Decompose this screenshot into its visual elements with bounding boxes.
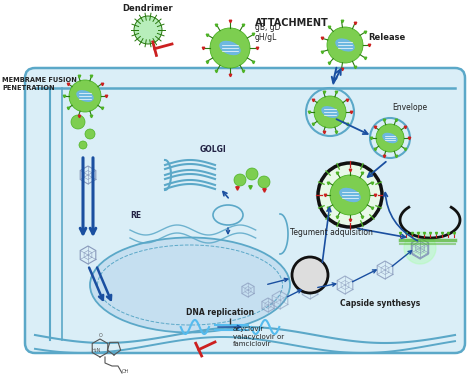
Ellipse shape [322,107,338,117]
Text: Envelope: Envelope [392,103,427,112]
Text: GOLGI: GOLGI [200,145,227,154]
Text: Dendrimer: Dendrimer [123,4,173,13]
Text: Release: Release [368,33,405,42]
Text: O: O [99,333,103,338]
Ellipse shape [220,42,240,54]
Text: Capside synthesys: Capside synthesys [340,299,420,308]
Text: RE: RE [130,211,141,220]
Circle shape [376,124,404,152]
Ellipse shape [340,189,360,201]
Circle shape [69,80,101,112]
Ellipse shape [383,133,397,143]
Circle shape [79,141,87,149]
Text: MEMBRAME FUSION
PENETRATION: MEMBRAME FUSION PENETRATION [2,77,77,91]
Circle shape [318,163,382,227]
Ellipse shape [336,39,354,51]
Text: acyclovir
valacyclovir or
famciclovir: acyclovir valacyclovir or famciclovir [233,326,284,347]
Ellipse shape [77,91,93,101]
Ellipse shape [90,237,290,333]
Circle shape [330,175,370,215]
Circle shape [210,28,250,68]
Circle shape [258,176,270,188]
Circle shape [314,96,346,128]
Circle shape [292,257,328,293]
Text: OH: OH [122,369,129,374]
Text: Tegument adquisition: Tegument adquisition [290,228,373,237]
Circle shape [234,174,246,186]
Circle shape [134,16,162,44]
Circle shape [246,168,258,180]
Text: H₂N: H₂N [92,348,101,353]
FancyBboxPatch shape [25,68,465,353]
Circle shape [71,115,85,129]
Text: DNA replication: DNA replication [186,308,254,317]
Circle shape [404,232,436,264]
Text: ATTACHMENT: ATTACHMENT [255,18,329,28]
Text: gB, gD
gH/gL: gB, gD gH/gL [255,23,281,42]
Circle shape [327,27,363,63]
Circle shape [85,129,95,139]
